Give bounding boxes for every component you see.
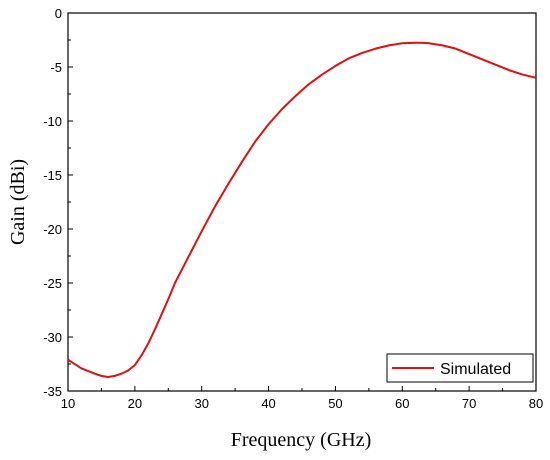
- x-tick-label: 20: [128, 396, 142, 411]
- axes: [67, 12, 537, 392]
- x-tick-label: 60: [395, 396, 409, 411]
- y-tick-label: -20: [43, 222, 62, 237]
- plot-frame: [67, 12, 537, 392]
- y-ticks: 0 -5 -10 -15 -20 -25 -30 -35: [43, 6, 73, 399]
- y-tick-label: -30: [43, 330, 62, 345]
- x-tick-label: 40: [261, 396, 275, 411]
- y-tick-label: -10: [43, 114, 62, 129]
- x-ticks: 10 20 30 40 50 60 70 80: [61, 386, 543, 411]
- series: [67, 41, 537, 378]
- y-tick-label: -15: [43, 168, 62, 183]
- x-tick-label: 10: [61, 396, 75, 411]
- series-line-simulated: [67, 41, 537, 378]
- legend: Simulated: [386, 353, 534, 383]
- y-tick-label: 0: [55, 6, 62, 21]
- legend-label-simulated: Simulated: [440, 361, 511, 378]
- x-tick-label: 30: [194, 396, 208, 411]
- x-tick-label: 80: [529, 396, 543, 411]
- y-tick-label: -35: [43, 384, 62, 399]
- y-axis-title: Gain (dBi): [7, 159, 29, 245]
- x-tick-label: 50: [328, 396, 342, 411]
- y-tick-label: -5: [50, 60, 62, 75]
- x-tick-label: 70: [462, 396, 476, 411]
- y-tick-label: -25: [43, 276, 62, 291]
- x-axis-title: Frequency (GHz): [231, 429, 372, 451]
